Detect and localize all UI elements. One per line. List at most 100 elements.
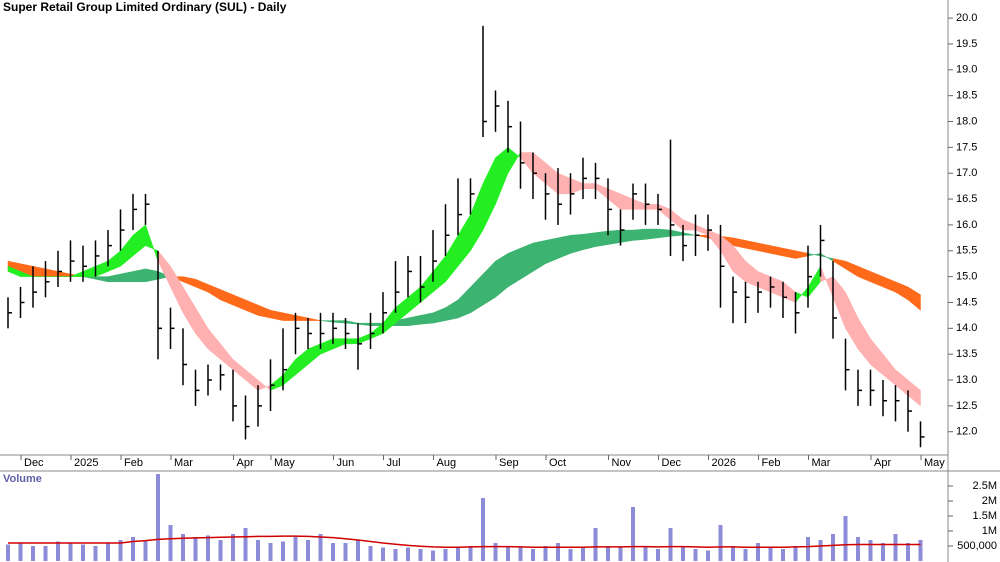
volume-bar: [93, 546, 98, 561]
ribbon-segment: [607, 229, 621, 245]
ribbon-segment: [620, 193, 634, 210]
ribbon-segment: [220, 343, 234, 371]
ribbon-segment: [657, 228, 671, 239]
ribbon-segment: [670, 229, 684, 237]
volume-bar: [456, 547, 460, 561]
volume-bar: [68, 543, 73, 561]
ribbon-segment: [782, 247, 796, 259]
ribbon-segment: [570, 233, 584, 254]
volume-bar: [368, 546, 373, 561]
x-tick-label: Jun: [337, 457, 355, 469]
ribbon-segment: [745, 240, 759, 252]
volume-bar: [631, 507, 635, 561]
volume-bar: [868, 540, 873, 561]
x-tick-label: 2026: [712, 457, 736, 469]
y-tick-label: 14.0: [956, 322, 977, 334]
y-tick-label: 18.0: [956, 115, 977, 127]
volume-bar: [743, 549, 748, 561]
y-tick-label: 20.0: [956, 12, 977, 24]
volume-bar: [731, 546, 735, 561]
volume-bar: [168, 525, 173, 561]
ribbon-segment: [282, 312, 296, 321]
ribbon-segment: [295, 315, 309, 321]
x-tick-label: Feb: [762, 457, 781, 469]
ribbon-segment: [257, 379, 271, 391]
ribbon-segment: [157, 250, 171, 288]
volume-bar: [293, 537, 298, 561]
ribbon-segment: [45, 268, 59, 277]
ribbon-segment: [95, 260, 109, 277]
ribbon-segment: [70, 271, 84, 277]
ribbon-segment: [857, 265, 871, 283]
ribbon-segment: [770, 245, 784, 257]
ribbon-segment: [432, 307, 446, 324]
ribbon-segment: [82, 265, 96, 277]
ribbon-segment: [107, 250, 121, 272]
ribbon-segment: [132, 268, 146, 283]
x-tick-label: Feb: [124, 457, 143, 469]
y-tick-label: 17.5: [956, 141, 977, 153]
y-tick-label: 18.5: [956, 90, 977, 102]
ribbon-segment: [682, 219, 696, 231]
ribbon-segment: [757, 242, 771, 254]
volume-bar: [356, 540, 360, 561]
volume-bar: [6, 544, 10, 561]
ribbon-segment: [870, 337, 884, 376]
volume-bar: [818, 540, 823, 561]
volume-bar: [656, 549, 660, 561]
ribbon-segment: [620, 229, 634, 243]
volume-bar: [43, 546, 48, 561]
ribbon-segment: [245, 299, 259, 316]
ribbon-segment: [632, 198, 646, 210]
y-tick-label: 12.5: [956, 400, 977, 412]
chart-title: Super Retail Group Limited Ordinary (SUL…: [3, 0, 287, 14]
ribbon-segment: [695, 224, 709, 236]
ribbon-segment: [807, 253, 821, 257]
volume-bar: [431, 550, 435, 561]
x-tick-label: Nov: [612, 457, 632, 469]
ribbon-segment: [407, 315, 421, 327]
ribbon-segment: [745, 260, 759, 288]
volume-tick-label: 1M: [982, 525, 997, 537]
volume-bar: [781, 549, 785, 561]
volume-bar: [618, 547, 623, 561]
ribbon-segment: [870, 271, 884, 288]
ribbon-segment: [820, 252, 834, 262]
volume-average: [8, 535, 921, 548]
ribbon-segment: [607, 188, 621, 210]
volume-bar: [343, 543, 348, 561]
ribbon-segment: [845, 292, 859, 350]
x-tick-label: May: [274, 457, 295, 469]
ribbon-segment: [482, 260, 496, 306]
ribbon-segment: [482, 157, 496, 231]
volume-bar: [31, 546, 35, 561]
volume-bar: [756, 543, 760, 561]
ribbon-segment: [907, 286, 921, 311]
x-tick-label: Sep: [499, 457, 519, 469]
ribbon-segment: [545, 237, 559, 265]
volume-bar: [306, 540, 310, 561]
ribbon-segment: [220, 289, 234, 306]
volume-bar: [506, 546, 510, 561]
ribbon-segment: [732, 237, 746, 249]
volume-bar: [831, 534, 835, 561]
ribbon-segment: [532, 151, 546, 185]
ribbon-segment: [20, 271, 34, 277]
y-tick-label: 17.0: [956, 167, 977, 179]
volume-tick-label: 2.5M: [973, 480, 997, 492]
volume-label: Volume: [3, 473, 42, 485]
ribbon-segment: [557, 172, 571, 195]
ribbon-segment: [407, 286, 421, 314]
ribbon-segment: [682, 232, 696, 236]
volume-bar: [418, 549, 423, 561]
ribbon-segment: [532, 240, 546, 272]
ribbon-segment: [270, 309, 284, 321]
volume-bar: [243, 528, 248, 561]
ribbon-segment: [895, 369, 909, 397]
ribbon-segment: [907, 379, 921, 407]
volume-bar: [881, 543, 885, 561]
ribbon-segment: [257, 304, 271, 319]
y-tick-label: 19.0: [956, 64, 977, 76]
ribbon-segment: [295, 348, 309, 376]
